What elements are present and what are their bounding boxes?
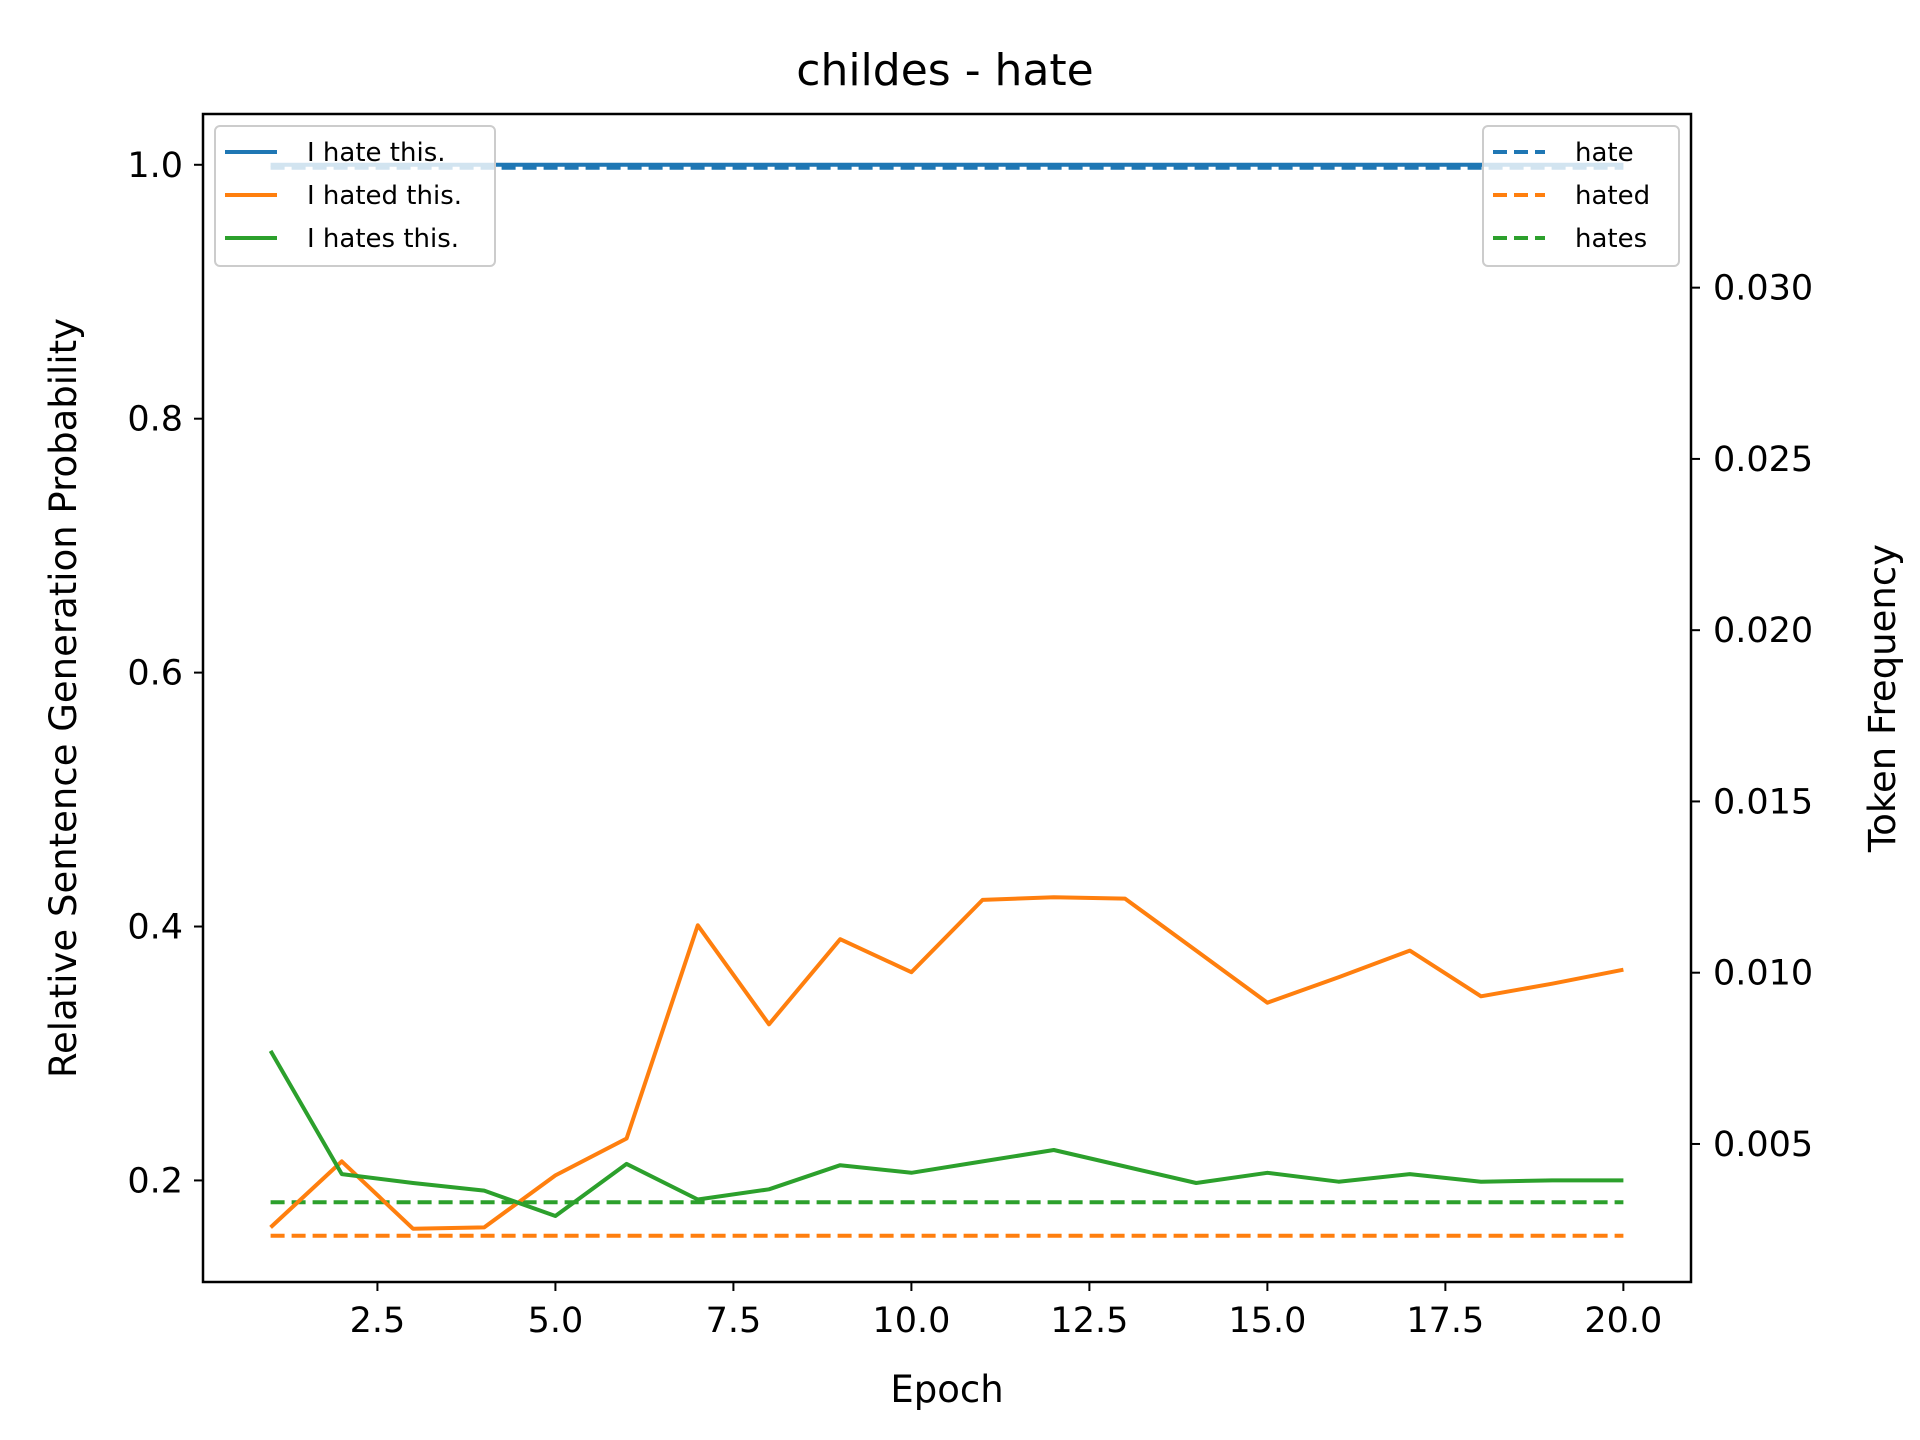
x-axis-label: Epoch [890, 1368, 1003, 1411]
plot-frame [201, 112, 1693, 1284]
chart-title: childes - hate [796, 45, 1093, 96]
x-tick-label: 20.0 [1584, 1301, 1662, 1341]
y-tick-label: 0.6 [127, 654, 183, 694]
x-tick-label: 17.5 [1406, 1301, 1484, 1341]
y2-tick-label: 0.005 [1713, 1125, 1813, 1165]
series-line-i-hated-this [269, 895, 1624, 1231]
y2-tick-label: 0.030 [1713, 269, 1813, 309]
y2-tick-label: 0.020 [1713, 611, 1813, 651]
x-tick-label: 12.5 [1050, 1301, 1128, 1341]
y-tick-label: 0.8 [127, 400, 183, 440]
y2-tick-label: 0.025 [1713, 440, 1813, 480]
legend-sentences: I hate this. I hated this. I hates this. [214, 125, 496, 267]
y2-tick-label: 0.015 [1713, 782, 1813, 822]
legend-label: I hate this. [307, 138, 446, 168]
y2-tick-label: 0.010 [1713, 954, 1813, 994]
x-tick-label: 15.0 [1228, 1301, 1306, 1341]
axes-layer: 2.5 5.0 7.5 10.0 12.5 15.0 17.5 20.0 0.2 0.4 0.6 0.… [127, 146, 1813, 1341]
x-tick-label: 10.0 [872, 1301, 950, 1341]
y-tick-label: 1.0 [127, 146, 183, 186]
legend-label: I hates this. [307, 224, 459, 254]
x-tick-label: 7.5 [706, 1301, 762, 1341]
legend-tokens: hate hated hates [1482, 125, 1680, 267]
series-line-i-hates-this [268, 1049, 1624, 1218]
y-tick-label: 0.4 [127, 908, 183, 948]
y-tick-label: 0.2 [127, 1161, 183, 1201]
legend-box [1482, 125, 1680, 267]
x-tick-label: 5.0 [528, 1301, 584, 1341]
legend-box [214, 125, 496, 267]
legend-label: hates [1575, 224, 1647, 254]
legend-label: hate [1575, 138, 1634, 168]
y-axis-label: Relative Sentence Generation Probability [42, 318, 85, 1078]
legend-label: hated [1575, 181, 1650, 211]
y2-axis-label: Token Frequency [1861, 544, 1904, 853]
x-tick-label: 2.5 [350, 1301, 406, 1341]
legend-label: I hated this. [307, 181, 462, 211]
series-layer [268, 162, 1624, 1238]
